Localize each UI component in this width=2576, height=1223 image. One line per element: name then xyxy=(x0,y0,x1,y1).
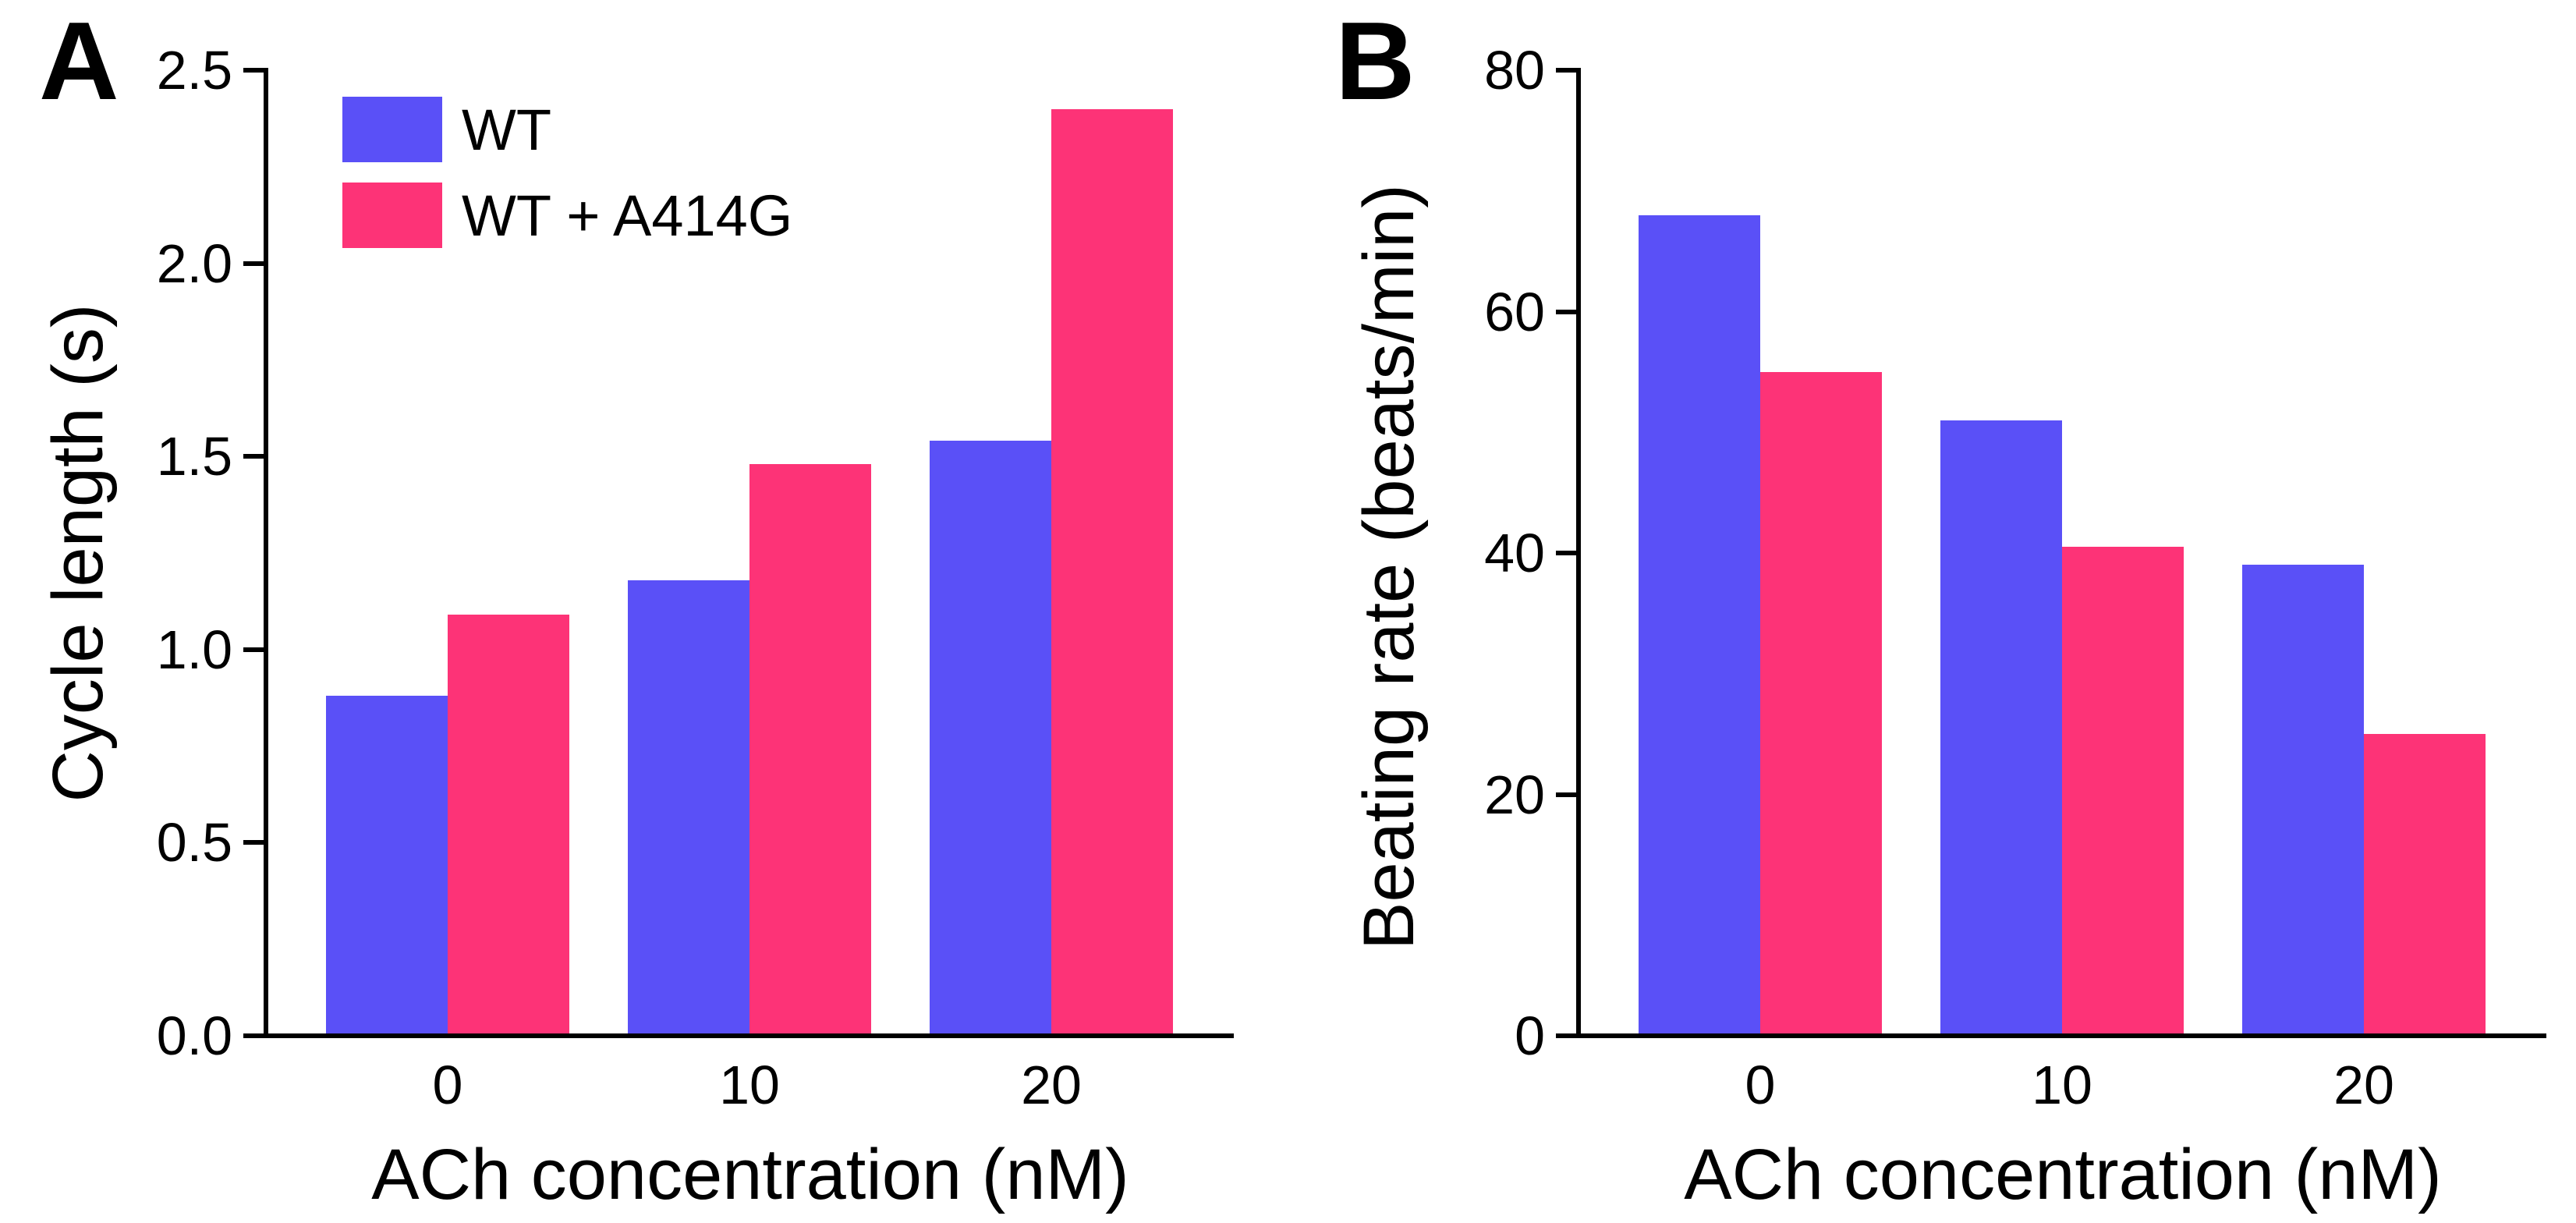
y-tick-label-B-80: 80 xyxy=(1484,40,1545,101)
bar-A-10-WT + A414G xyxy=(749,464,871,1036)
y-tick-label-A-1.5: 1.5 xyxy=(156,426,232,487)
bar-A-20-WT xyxy=(930,441,1051,1036)
legend-swatch-wt xyxy=(342,97,442,162)
bar-B-0-WT xyxy=(1639,215,1760,1036)
y-tick-label-B-40: 40 xyxy=(1484,523,1545,583)
legend-label-wt: WT xyxy=(462,97,552,162)
x-tick-label-A-20: 20 xyxy=(1021,1055,1082,1115)
y-tick-label-A-0.5: 0.5 xyxy=(156,812,232,873)
x-tick-label-B-0: 0 xyxy=(1745,1055,1776,1115)
legend-swatch-wt-a414g xyxy=(342,183,442,248)
y-tick-label-B-60: 60 xyxy=(1484,282,1545,342)
y-tick-label-A-1.0: 1.0 xyxy=(156,619,232,680)
bar-A-0-WT xyxy=(326,696,448,1036)
x-tick-label-B-10: 10 xyxy=(2032,1055,2092,1115)
y-tick-A-1.5 xyxy=(243,454,264,459)
y-tick-B-20 xyxy=(1556,792,1576,797)
y-tick-label-A-0.0: 0.0 xyxy=(156,1005,232,1066)
x-tick-label-A-10: 10 xyxy=(719,1055,780,1115)
y-tick-A-0.0 xyxy=(243,1033,264,1038)
bar-B-10-WT + A414G xyxy=(2062,547,2184,1036)
y-tick-B-60 xyxy=(1556,310,1576,314)
y-tick-label-B-20: 20 xyxy=(1484,764,1545,825)
y-tick-A-0.5 xyxy=(243,840,264,845)
panel-a-y-axis-title: Cycle length (s) xyxy=(38,303,118,803)
y-tick-A-2.0 xyxy=(243,261,264,266)
bar-A-0-WT + A414G xyxy=(448,615,569,1036)
bar-B-20-WT xyxy=(2242,565,2364,1036)
bar-A-10-WT xyxy=(628,580,749,1036)
panel-b-y-axis-line xyxy=(1576,68,1581,1038)
panel-a-label: A xyxy=(39,0,119,123)
bar-A-20-WT + A414G xyxy=(1051,109,1173,1036)
panel-b-x-axis-line xyxy=(1576,1033,2546,1038)
y-tick-label-A-2.0: 2.0 xyxy=(156,233,232,294)
bar-B-10-WT xyxy=(1940,420,2062,1036)
y-tick-B-80 xyxy=(1556,68,1576,73)
panel-b-label: B xyxy=(1335,0,1416,123)
bar-B-20-WT + A414G xyxy=(2364,734,2486,1036)
y-tick-A-2.5 xyxy=(243,68,264,73)
y-tick-label-B-0: 0 xyxy=(1515,1005,1545,1066)
panel-b-x-axis-title: ACh concentration (nM) xyxy=(1684,1135,2442,1214)
x-tick-label-A-0: 0 xyxy=(432,1055,463,1115)
x-tick-label-B-20: 20 xyxy=(2333,1055,2394,1115)
bar-B-0-WT + A414G xyxy=(1760,372,1882,1036)
y-tick-B-40 xyxy=(1556,551,1576,555)
panel-a-y-axis-line xyxy=(264,68,268,1038)
y-tick-label-A-2.5: 2.5 xyxy=(156,40,232,101)
legend-label-wt-a414g: WT + A414G xyxy=(462,183,793,248)
panel-a-x-axis-line xyxy=(264,1033,1234,1038)
y-tick-A-1.0 xyxy=(243,647,264,652)
y-tick-B-0 xyxy=(1556,1033,1576,1038)
panel-a-x-axis-title: ACh concentration (nM) xyxy=(371,1135,1129,1214)
